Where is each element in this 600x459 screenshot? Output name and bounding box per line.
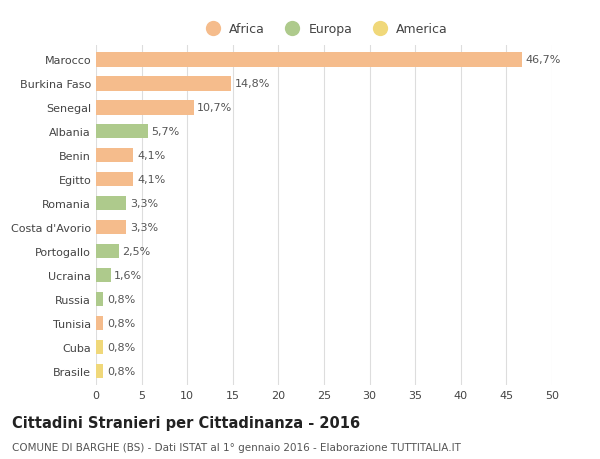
Bar <box>96 364 103 378</box>
Bar <box>96 77 231 91</box>
Text: Cittadini Stranieri per Cittadinanza - 2016: Cittadini Stranieri per Cittadinanza - 2… <box>12 415 360 431</box>
Text: 0,8%: 0,8% <box>107 366 135 376</box>
Bar <box>96 101 194 115</box>
Bar <box>96 292 103 307</box>
Bar <box>96 196 126 211</box>
Text: 5,7%: 5,7% <box>152 127 180 137</box>
Text: 0,8%: 0,8% <box>107 319 135 328</box>
Bar <box>96 125 148 139</box>
Text: 10,7%: 10,7% <box>197 103 232 113</box>
Text: 3,3%: 3,3% <box>130 223 158 233</box>
Bar <box>96 316 103 330</box>
Bar <box>96 53 522 67</box>
Text: 4,1%: 4,1% <box>137 151 165 161</box>
Text: 46,7%: 46,7% <box>526 55 561 65</box>
Text: 2,5%: 2,5% <box>122 246 151 257</box>
Bar <box>96 269 110 283</box>
Bar <box>96 149 133 163</box>
Text: 1,6%: 1,6% <box>114 270 142 280</box>
Bar <box>96 340 103 354</box>
Text: COMUNE DI BARGHE (BS) - Dati ISTAT al 1° gennaio 2016 - Elaborazione TUTTITALIA.: COMUNE DI BARGHE (BS) - Dati ISTAT al 1°… <box>12 442 461 452</box>
Legend: Africa, Europa, America: Africa, Europa, America <box>200 23 448 36</box>
Text: 4,1%: 4,1% <box>137 175 165 185</box>
Text: 0,8%: 0,8% <box>107 295 135 304</box>
Bar <box>96 245 119 259</box>
Text: 3,3%: 3,3% <box>130 199 158 209</box>
Text: 14,8%: 14,8% <box>235 79 270 89</box>
Bar <box>96 173 133 187</box>
Text: 0,8%: 0,8% <box>107 342 135 352</box>
Bar <box>96 220 126 235</box>
